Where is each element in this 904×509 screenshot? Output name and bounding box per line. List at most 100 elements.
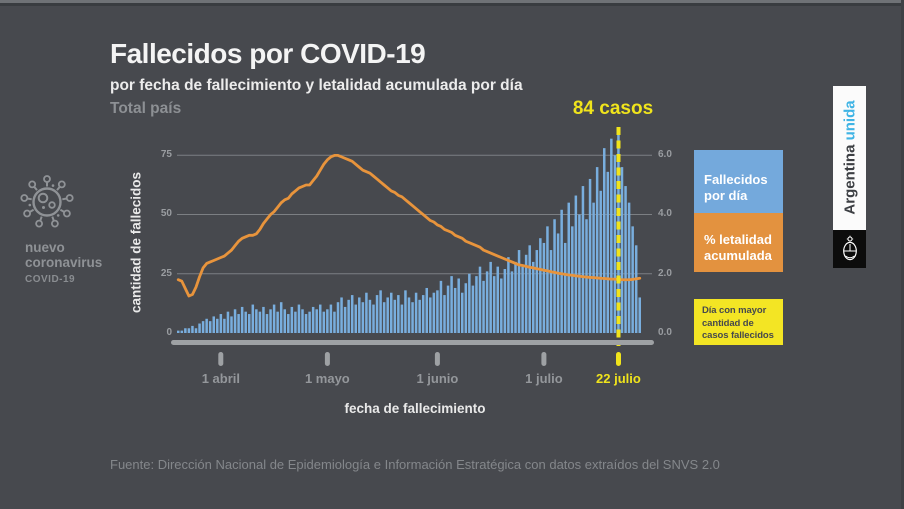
bar [354, 304, 357, 333]
bar [382, 302, 386, 333]
bar [610, 138, 613, 333]
bar [638, 297, 641, 333]
bar [329, 304, 333, 333]
bar [187, 328, 191, 333]
bar [585, 219, 588, 333]
bar [262, 306, 265, 333]
x-axis-bar [171, 340, 654, 345]
legend-label: % letalidad acumulada [704, 232, 772, 263]
bar [283, 309, 286, 333]
bar [524, 254, 528, 333]
bar [191, 325, 194, 333]
window-edge-shadow [0, 3, 904, 6]
bar [365, 292, 368, 333]
bar [457, 278, 460, 333]
bar [542, 242, 546, 333]
bar [414, 292, 418, 333]
bar [301, 309, 304, 333]
y-left-tick-50: 50 [160, 208, 172, 219]
bar [400, 304, 404, 333]
bar [588, 178, 592, 333]
bar [272, 304, 276, 333]
y-left-tick-0: 0 [166, 327, 172, 338]
bar [372, 304, 375, 333]
bar [620, 167, 624, 333]
bar [336, 302, 340, 333]
y-right-tick-2: 2.0 [658, 268, 672, 279]
x-tick [218, 352, 224, 366]
legend-letalidad-acumulada: % letalidad acumulada [694, 213, 783, 272]
legend-label: Día con mayor cantidad de casos fallecid… [702, 305, 774, 341]
bar [294, 311, 297, 333]
bar [571, 226, 574, 333]
bar [248, 314, 251, 333]
bar [517, 250, 521, 333]
bar [407, 297, 411, 333]
scope-label: Total país [110, 100, 182, 117]
y-right-tick-4: 4.0 [658, 208, 672, 219]
y-right-tick-6: 6.0 [658, 149, 672, 160]
bar [627, 202, 631, 333]
y-left-tick-75: 75 [160, 149, 172, 160]
bar [322, 311, 326, 333]
x-tick [324, 352, 330, 366]
bar [592, 202, 595, 333]
window-edge [0, 0, 904, 3]
bar [535, 250, 539, 333]
y-right-tick-0: 0.0 [658, 327, 672, 338]
bar [358, 297, 361, 333]
bar [184, 328, 187, 333]
bar [464, 283, 468, 333]
legend: Fallecidos por día % letalidad acumulada… [694, 150, 783, 345]
bar [404, 290, 407, 333]
bar [375, 295, 379, 333]
bar [397, 295, 400, 333]
bar [436, 290, 439, 333]
bar [340, 297, 343, 333]
bar [347, 299, 350, 333]
bar [432, 292, 436, 333]
bar [198, 323, 201, 333]
bar [308, 311, 311, 333]
bar [226, 311, 230, 333]
bar [361, 302, 365, 333]
bar [599, 190, 602, 333]
bar [453, 287, 457, 333]
bar [468, 273, 471, 333]
brand-name: Argentina [841, 144, 859, 215]
bar [546, 226, 549, 333]
coronavirus-icon [20, 175, 74, 228]
bar [244, 311, 247, 333]
bar [326, 309, 329, 333]
legend-fallecidos-por-dia: Fallecidos por día [694, 150, 783, 213]
bar [581, 186, 585, 333]
bar [421, 295, 425, 333]
legend-label: Fallecidos por día [704, 172, 768, 203]
bar [297, 304, 301, 333]
source-note: Fuente: Dirección Nacional de Epidemiolo… [110, 457, 720, 472]
bar [624, 186, 627, 333]
bar [443, 295, 446, 333]
bar [418, 299, 421, 333]
bar [290, 306, 294, 333]
legend-dia-mayor-fallecidos: Día con mayor cantidad de casos fallecid… [694, 299, 783, 345]
argentina-unida-banner: Argentina unida [833, 86, 866, 230]
max-cases-annotation: 84 casos [572, 98, 654, 119]
bar [446, 285, 450, 333]
x-tick-label: 22 julio [596, 371, 641, 386]
bar [500, 278, 503, 333]
bar [563, 242, 567, 333]
bar [521, 266, 524, 333]
bar [574, 195, 578, 333]
x-tick-label: 1 abril [201, 371, 240, 386]
page-title: Fallecidos por COVID-19 [110, 38, 426, 69]
bar [539, 238, 542, 333]
bar [223, 318, 226, 333]
sidebar-title-line2: coronavirus [25, 255, 103, 270]
bar [514, 261, 517, 333]
bar [311, 306, 315, 333]
y-axis-label: cantidad de fallecidos [128, 171, 144, 314]
window-edge-right [901, 0, 904, 509]
bar [319, 304, 322, 333]
